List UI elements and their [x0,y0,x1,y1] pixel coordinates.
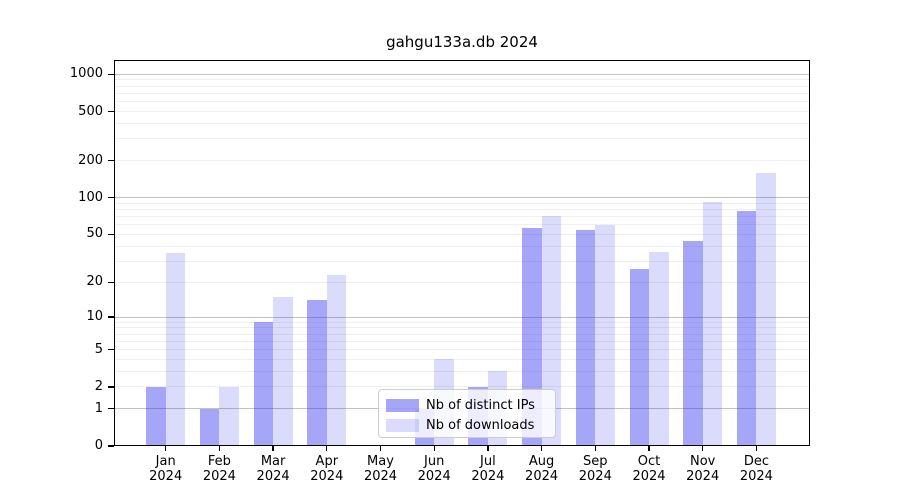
x-tick-mark [218,446,221,451]
legend: Nb of distinct IPs Nb of downloads [378,389,556,438]
minor-gridline [114,224,810,226]
minor-gridline [114,260,810,262]
y-tick-label: 100 [78,189,103,205]
x-tick-label: Dec 2024 [739,454,773,484]
major-gridline [114,73,810,75]
y-tick-label: 200 [78,152,103,168]
minor-gridline [114,202,810,204]
x-tick-label: Mar 2024 [256,454,290,484]
x-tick-mark [272,446,274,451]
y-tick-mark [108,197,114,199]
bar-distinct-ips [253,322,274,446]
minor-gridline [114,333,810,335]
legend-swatch-distinct-ips [386,398,419,412]
y-tick-label: 500 [78,103,103,119]
x-tick-label: May 2024 [363,454,398,484]
bar-downloads [326,275,347,446]
legend-label-downloads: Nb of downloads [426,417,535,433]
minor-gridline [114,233,810,235]
x-tick-label: Nov 2024 [686,454,720,484]
y-tick-mark [108,316,114,318]
minor-gridline [114,349,810,351]
legend-swatch-downloads [386,418,419,432]
y-tick-mark [108,386,114,388]
minor-gridline [114,358,810,360]
x-tick-mark [702,446,704,451]
x-tick-label: Aug 2024 [525,454,559,484]
minor-gridline [114,216,810,218]
x-tick-label: Jul 2024 [471,454,505,484]
minor-gridline [114,92,810,94]
x-tick-mark [165,446,167,451]
minor-gridline [114,138,810,140]
minor-gridline [114,123,810,125]
y-tick-label: 0 [94,438,103,453]
legend-item-distinct-ips: Nb of distinct IPs [386,395,555,415]
minor-gridline [114,101,810,103]
x-tick-label: Apr 2024 [310,454,344,484]
bar-downloads [219,386,239,446]
minor-gridline [114,245,810,247]
bar-downloads [595,224,615,446]
y-tick-label: 2 [94,378,103,394]
y-tick-label: 20 [86,274,103,290]
y-tick-label: 10 [86,308,103,324]
minor-gridline [114,209,810,211]
x-tick-mark [433,446,435,451]
x-tick-label: Jun 2024 [417,454,451,484]
y-tick-mark [108,408,114,410]
y-tick-label: 1000 [69,66,103,82]
x-tick-mark [487,446,489,451]
minor-gridline [114,111,810,113]
minor-gridline [114,327,810,329]
y-tick-label: 50 [86,226,103,242]
bar-distinct-ips [629,268,649,446]
minor-gridline [114,79,810,81]
bar-distinct-ips [575,230,596,446]
minor-gridline [114,281,810,283]
bar-distinct-ips [199,408,220,446]
minor-gridline [114,85,810,87]
minor-gridline [114,386,810,388]
bar-distinct-ips [146,386,166,446]
y-tick-mark [108,233,114,236]
y-tick-label: 1 [94,400,103,416]
bar-downloads [541,215,562,446]
x-tick-mark [755,446,758,451]
y-tick-label: 5 [94,341,103,357]
bar-distinct-ips [307,300,327,446]
x-tick-mark [326,446,328,451]
x-tick-mark [594,446,596,451]
x-tick-mark [379,446,382,451]
x-tick-mark [540,446,543,451]
legend-label-distinct-ips: Nb of distinct IPs [426,397,535,413]
y-tick-mark [108,110,114,113]
x-tick-label: Feb 2024 [202,454,236,484]
y-tick-mark [108,281,114,283]
minor-gridline [114,160,810,162]
y-tick-mark [108,445,114,447]
x-tick-label: Jan 2024 [149,454,183,484]
x-tick-label: Sep 2024 [578,454,612,484]
bar-downloads [756,173,776,446]
bar-distinct-ips [683,241,703,446]
y-tick-mark [108,73,114,75]
bar-downloads [165,253,186,446]
minor-gridline [114,340,810,342]
major-gridline [114,316,810,318]
x-tick-label: Oct 2024 [632,454,666,484]
bar-downloads [702,202,723,446]
bar-distinct-ips [736,210,757,446]
minor-gridline [114,370,810,372]
y-tick-mark [108,348,114,351]
legend-item-downloads: Nb of downloads [386,415,555,435]
bar-downloads [649,251,669,446]
y-tick-mark [108,160,114,162]
minor-gridline [114,321,810,323]
major-gridline [114,197,810,199]
chart-title: gahgu133a.db 2024 [386,33,538,51]
x-tick-mark [648,446,650,451]
bar-downloads [273,296,293,446]
